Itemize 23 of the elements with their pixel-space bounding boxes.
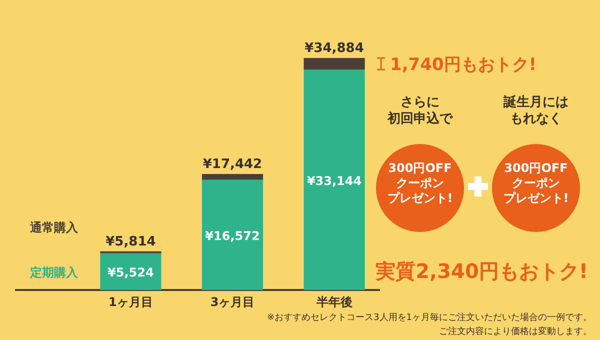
x-tick-label: 1ヶ月目 (108, 295, 153, 309)
series-label: 定期購入 (29, 266, 79, 280)
text: 通常購入 (29, 220, 79, 234)
bar (202, 180, 264, 290)
total-label: ¥17,442 (202, 157, 262, 172)
bar (304, 70, 365, 290)
data-label: ¥16,572 (205, 228, 260, 243)
bar (202, 174, 264, 180)
text: 300円OFFクーポンプレゼント! (387, 161, 453, 205)
text: ※おすすめセレクトコース3人用を1ヶ月毎にご注文いただいた場合の一例です。 (267, 312, 592, 323)
text: ご注文内容により価格は変動します。 (439, 326, 592, 337)
total-label: ¥5,814 (106, 234, 156, 250)
bar (304, 58, 365, 70)
text: 1,740円もおトク! (390, 54, 537, 75)
total-label: ¥34,884 (304, 41, 364, 56)
text: 誕生月にはもれなく (502, 94, 568, 126)
text: さらに初回申込で (386, 95, 454, 126)
data-label: ¥33,144 (306, 174, 362, 188)
text: 300円OFFクーポンプレゼント! (503, 161, 569, 205)
annotation: 実質2,340円もおトク! (374, 259, 588, 283)
data-label: ¥5,524 (108, 266, 154, 280)
x-tick-label: 半年後 (315, 295, 352, 309)
x-tick-label: 3ヶ月目 (210, 295, 255, 309)
